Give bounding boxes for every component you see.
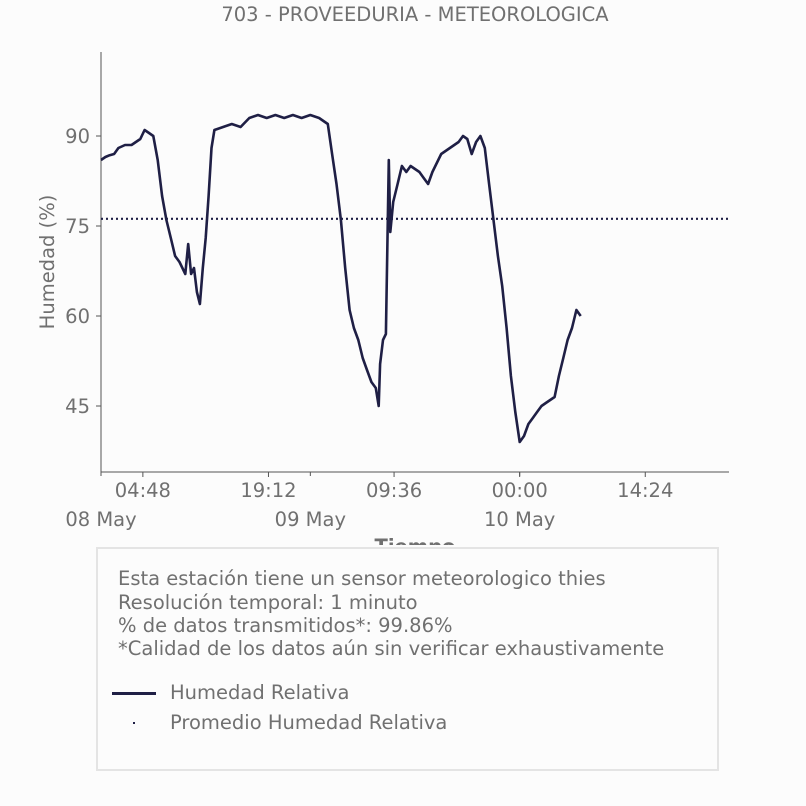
x-axis-label: Tiempo [375,535,456,545]
x-tick-label: 14:24 [617,479,673,502]
info-quality-note: *Calidad de los datos aún sin verificar … [118,637,665,660]
x-tick-label: 00:00 [492,479,548,502]
humidity-chart: 703 - PROVEEDURIA - METEOROLOGICA 45 60 75… [36,3,729,545]
info-transmitted-text: % de datos transmitidos*: 99.86% [118,614,453,637]
y-tick-label: 90 [65,125,90,148]
x-date-label: 08 May [65,508,136,531]
x-date-label: 10 May [484,508,555,531]
chart-title: 703 - PROVEEDURIA - METEOROLOGICA [221,3,609,26]
humidity-series-line [100,113,582,444]
y-tick-label: 75 [65,215,90,238]
y-tick-label: 60 [65,305,90,328]
legend-solid-line-swatch [112,692,156,695]
plot-area [100,113,729,444]
legend-dotted-swatch [133,722,135,724]
x-tick-label: 09:36 [366,479,422,502]
x-tick-label: 04:48 [115,479,171,502]
info-sensor-text: Esta estación tiene un sensor meteorolog… [118,567,606,590]
legend-label-humidity: Humedad Relativa [170,681,350,704]
x-date-label: 09 May [275,508,346,531]
info-resolution-text: Resolución temporal: 1 minuto [118,591,418,614]
legend-label-average: Promedio Humedad Relativa [170,711,448,734]
y-tick-label: 45 [65,395,90,418]
x-tick-label: 19:12 [240,479,296,502]
y-axis-label: Humedad (%) [36,195,59,330]
info-legend-box: Esta estación tiene un sensor meteorolog… [96,547,719,771]
axes: 45 60 75 90 04:48 19:12 09:36 00:00 14:24 08 May 0… [65,52,729,531]
